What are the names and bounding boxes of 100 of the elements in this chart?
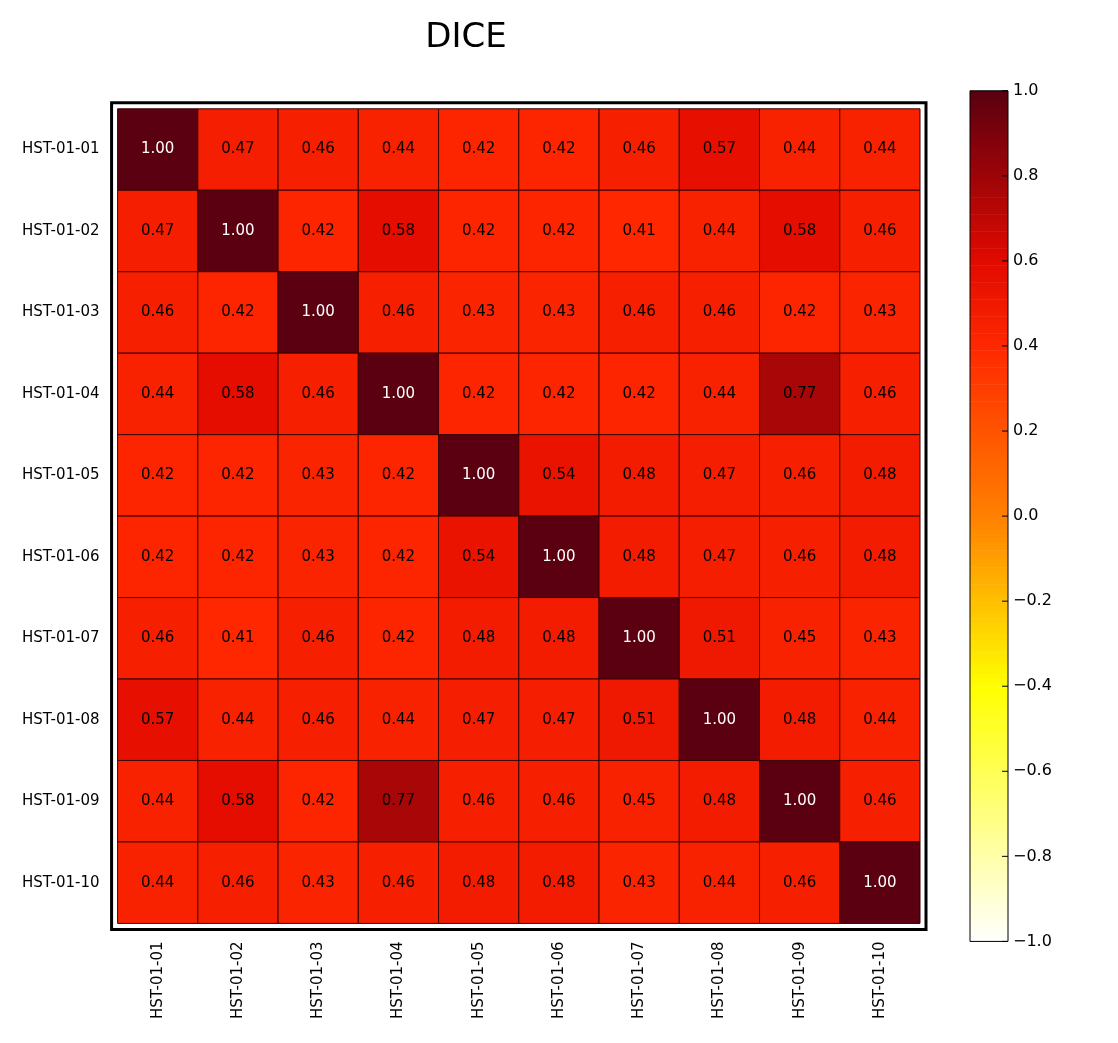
data-label: 1.00	[863, 872, 897, 891]
data-label: 0.46	[301, 628, 335, 647]
data-label: 0.46	[702, 302, 737, 321]
y-tick-label: HST-01-03	[21, 302, 100, 321]
data-label: 1.00	[141, 139, 175, 158]
data-label: 0.43	[863, 628, 897, 647]
x-tick-label: HST-01-01	[147, 941, 166, 1020]
y-tick-label: HST-01-01	[21, 139, 100, 158]
data-label: 1.00	[702, 709, 737, 728]
y-tick-label: HST-01-06	[21, 546, 100, 565]
y-tick-label: HST-01-04	[21, 383, 100, 402]
data-label: 0.44	[702, 383, 737, 402]
x-tick-label: HST-01-08	[709, 941, 728, 1020]
data-label: 0.48	[461, 628, 496, 647]
data-label: 0.44	[702, 872, 737, 891]
data-label: 0.46	[141, 302, 175, 321]
data-label: 0.45	[622, 791, 656, 810]
data-label: 0.44	[381, 709, 416, 728]
data-label: 0.43	[301, 872, 335, 891]
chart-title: DICE	[425, 15, 507, 56]
color-bar-label: −0.2	[1013, 590, 1052, 610]
data-label: 0.46	[863, 383, 897, 402]
x-tick-label: HST-01-05	[468, 941, 487, 1020]
x-tick-label: HST-01-03	[308, 941, 327, 1020]
data-label: 1.00	[542, 546, 576, 565]
y-tick-label: HST-01-09	[21, 791, 100, 810]
data-label: 0.47	[542, 709, 576, 728]
data-label: 0.42	[461, 220, 496, 239]
data-label: 0.44	[381, 139, 416, 158]
y-tick-label: HST-01-08	[21, 709, 100, 728]
data-label: 0.42	[461, 139, 496, 158]
data-label: 0.44	[863, 139, 897, 158]
data-label: 0.46	[301, 139, 335, 158]
color-bar-label: −0.8	[1013, 845, 1052, 865]
color-bar-label: −0.6	[1013, 760, 1052, 780]
data-label: 0.47	[461, 709, 496, 728]
data-label: 1.00	[461, 465, 496, 484]
data-label: 0.47	[702, 546, 737, 565]
data-label: 0.42	[221, 465, 255, 484]
data-label: 0.77	[381, 791, 416, 810]
x-tick-label: HST-01-07	[629, 941, 648, 1020]
x-tick-label: HST-01-02	[227, 941, 246, 1020]
color-bar-label: −1.0	[1013, 930, 1052, 950]
data-label: 0.42	[622, 383, 656, 402]
data-label: 0.58	[782, 220, 817, 239]
y-tick-label: HST-01-05	[21, 465, 100, 484]
data-label: 0.42	[301, 220, 335, 239]
data-label: 0.46	[141, 628, 175, 647]
data-label: 0.58	[381, 220, 416, 239]
x-tick-label: HST-01-09	[789, 941, 808, 1020]
data-label: 0.41	[221, 628, 255, 647]
data-label: 0.51	[702, 628, 737, 647]
data-label: 0.42	[141, 465, 175, 484]
data-label: 0.51	[622, 709, 656, 728]
data-label: 0.58	[221, 383, 255, 402]
data-label: 0.58	[221, 791, 255, 810]
color-bar-label: 0.4	[1013, 335, 1039, 355]
data-label: 0.46	[221, 872, 255, 891]
data-label: 0.46	[782, 872, 817, 891]
data-label: 0.42	[381, 546, 416, 565]
data-label: 0.46	[863, 220, 897, 239]
data-label: 0.57	[141, 709, 175, 728]
data-label: 0.42	[221, 302, 255, 321]
x-tick-label: HST-01-10	[869, 941, 888, 1020]
data-label: 0.48	[461, 872, 496, 891]
data-label: 0.44	[141, 383, 175, 402]
data-label: 0.44	[141, 872, 175, 891]
data-label: 0.42	[461, 383, 496, 402]
data-label: 0.47	[141, 220, 175, 239]
data-label: 0.77	[782, 383, 817, 402]
color-bar-label: 1.0	[1013, 79, 1039, 99]
data-label: 0.42	[381, 628, 416, 647]
color-bar-label: 0.0	[1013, 505, 1039, 525]
data-label: 0.46	[782, 546, 817, 565]
data-label: 0.43	[863, 302, 897, 321]
y-tick-label: HST-01-02	[21, 220, 100, 239]
data-label: 0.42	[542, 383, 576, 402]
data-label: 1.00	[221, 220, 255, 239]
data-label: 0.47	[221, 139, 255, 158]
data-label: 0.43	[461, 302, 496, 321]
data-label: 0.46	[381, 302, 416, 321]
data-label: 0.48	[863, 465, 897, 484]
data-label: 0.48	[542, 628, 576, 647]
data-label: 0.57	[702, 139, 737, 158]
data-label: 0.44	[782, 139, 817, 158]
data-label: 0.44	[221, 709, 255, 728]
data-label: 0.43	[301, 546, 335, 565]
data-label: 0.42	[542, 139, 576, 158]
data-label: 0.42	[381, 465, 416, 484]
data-label: 0.43	[301, 465, 335, 484]
data-label: 0.46	[622, 302, 656, 321]
data-label: 1.00	[301, 302, 335, 321]
data-label: 0.46	[301, 383, 335, 402]
data-label: 0.44	[141, 791, 175, 810]
data-label: 0.48	[622, 465, 656, 484]
y-tick-label: HST-01-10	[21, 872, 100, 891]
color-bar-label: 0.2	[1013, 420, 1039, 440]
data-label: 0.45	[782, 628, 817, 647]
x-tick-label: HST-01-04	[388, 941, 407, 1020]
data-label: 0.43	[542, 302, 576, 321]
